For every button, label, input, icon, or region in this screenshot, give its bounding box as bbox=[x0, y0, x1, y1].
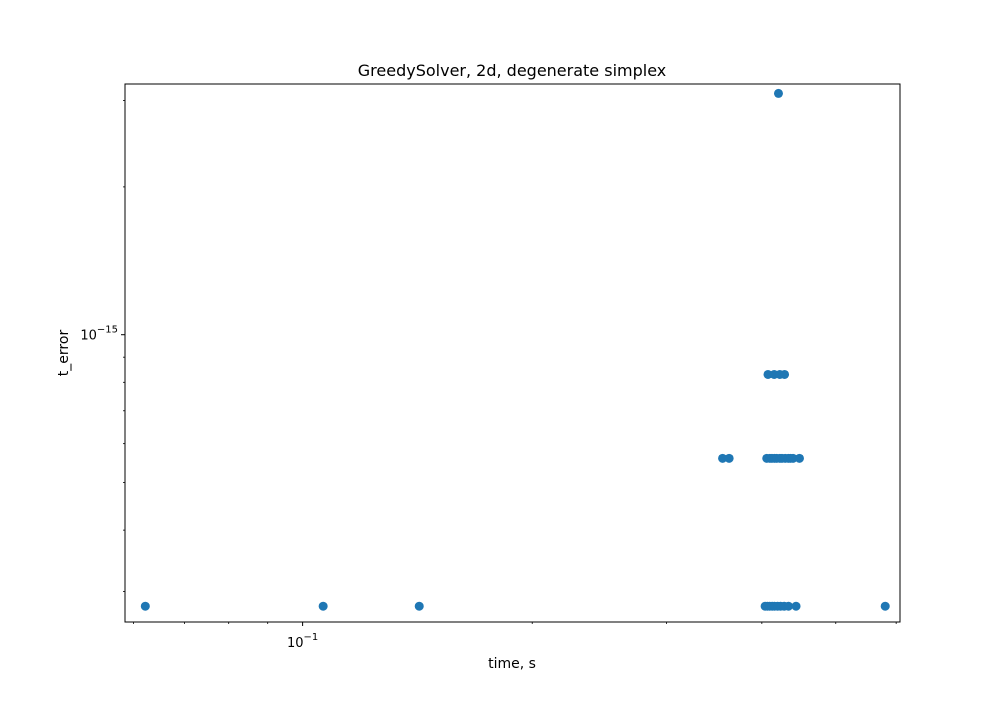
x-tick-label-exponent: −1 bbox=[304, 632, 319, 643]
data-point bbox=[318, 601, 328, 611]
plot-frame bbox=[124, 83, 901, 623]
x-tick-label-base: 10 bbox=[287, 636, 304, 651]
data-point bbox=[763, 369, 773, 379]
axis-ticks: 10−110−15 bbox=[80, 100, 897, 651]
x-axis-label: time, s bbox=[488, 656, 536, 672]
data-point bbox=[794, 453, 804, 463]
data-points bbox=[140, 88, 890, 611]
data-point bbox=[724, 453, 734, 463]
y-tick-label-exponent: −15 bbox=[97, 325, 118, 336]
data-point bbox=[791, 601, 801, 611]
data-point bbox=[414, 601, 424, 611]
data-point bbox=[140, 601, 150, 611]
data-point bbox=[780, 369, 790, 379]
data-point bbox=[773, 88, 783, 98]
y-tick-label-base: 10 bbox=[80, 329, 97, 344]
y-tick-label: 10−15 bbox=[80, 325, 118, 344]
y-axis-label: t_error bbox=[56, 330, 72, 377]
data-point bbox=[783, 601, 793, 611]
data-point bbox=[788, 453, 798, 463]
data-point bbox=[718, 453, 728, 463]
data-point bbox=[880, 601, 890, 611]
x-tick-label: 10−1 bbox=[287, 632, 318, 651]
chart-title: GreedySolver, 2d, degenerate simplex bbox=[358, 61, 666, 80]
